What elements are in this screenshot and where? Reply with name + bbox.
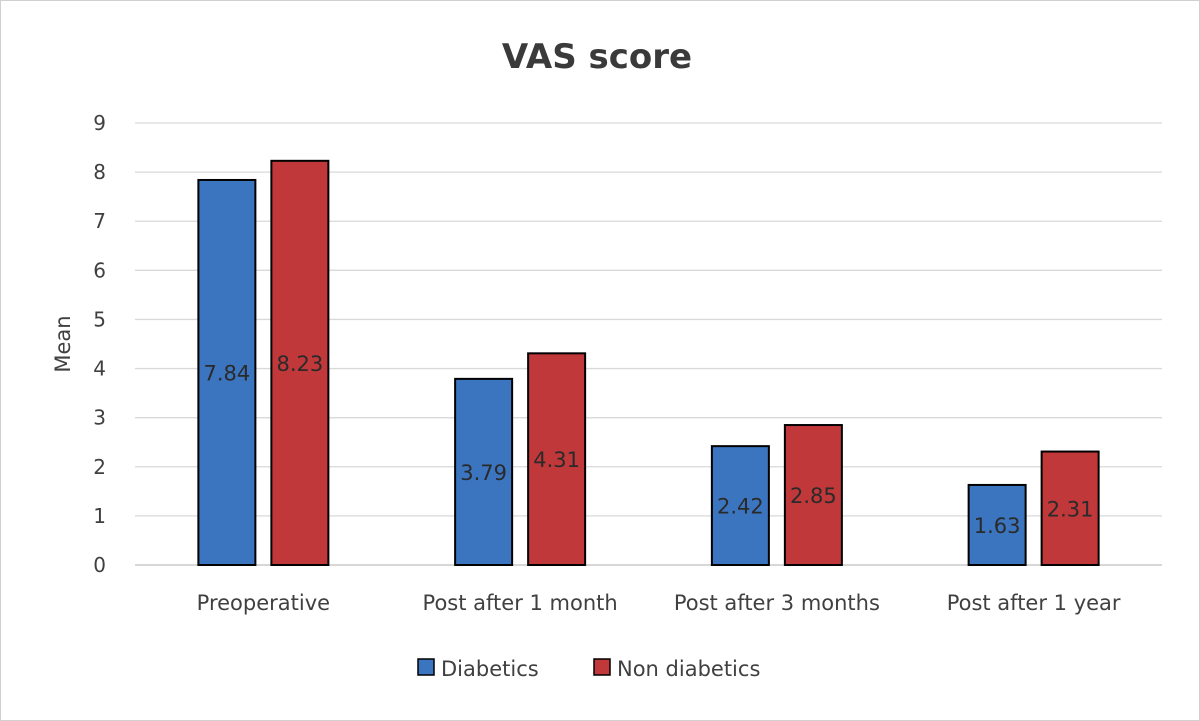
data-label: 2.85 <box>790 484 837 508</box>
bar-diabetics <box>197 178 257 566</box>
x-category-label: Preoperative <box>197 591 330 615</box>
bar-diabetics <box>710 445 770 567</box>
bars <box>197 159 1100 567</box>
legend-label: Diabetics <box>441 657 539 681</box>
y-tick-label: 3 <box>93 406 106 430</box>
chart-title: VAS score <box>502 37 692 77</box>
x-category-label: Post after 1 month <box>423 591 618 615</box>
data-label: 2.42 <box>717 495 764 519</box>
data-label: 8.23 <box>276 352 323 376</box>
y-axis-ticks: 0 1 2 3 4 5 6 7 8 9 <box>93 111 106 577</box>
data-labels: 7.84 8.23 3.79 4.31 2.42 2.85 1.63 2.31 <box>203 352 1093 538</box>
y-tick-label: 0 <box>93 553 106 577</box>
y-tick-label: 6 <box>93 258 106 282</box>
legend-swatch <box>417 658 435 676</box>
y-tick-label: 8 <box>93 160 106 184</box>
y-tick-label: 1 <box>93 504 106 528</box>
legend-label: Non diabetics <box>617 657 760 681</box>
x-category-label: Post after 3 months <box>674 591 880 615</box>
y-tick-label: 9 <box>93 111 106 135</box>
y-tick-label: 5 <box>93 307 106 331</box>
x-category-label: Post after 1 year <box>947 591 1121 615</box>
data-label: 4.31 <box>533 448 580 472</box>
bar-diabetics <box>454 377 514 566</box>
bar-non-diabetics <box>527 352 587 566</box>
data-label: 3.79 <box>460 461 507 485</box>
x-axis-categories: Preoperative Post after 1 month Post after… <box>197 591 1121 615</box>
data-label: 2.31 <box>1047 497 1094 521</box>
y-tick-label: 2 <box>93 455 106 479</box>
y-tick-label: 4 <box>93 357 106 381</box>
bar-diabetics <box>967 483 1027 566</box>
legend-swatch <box>593 658 611 676</box>
data-label: 1.63 <box>974 514 1021 538</box>
bar-non-diabetics <box>1040 450 1100 567</box>
bar-non-diabetics <box>783 424 843 566</box>
y-tick-label: 7 <box>93 209 106 233</box>
data-label: 7.84 <box>203 361 250 385</box>
bar-non-diabetics <box>270 159 330 566</box>
legend: Diabetics Non diabetics <box>417 657 760 681</box>
y-axis-label: Mean <box>51 315 75 372</box>
